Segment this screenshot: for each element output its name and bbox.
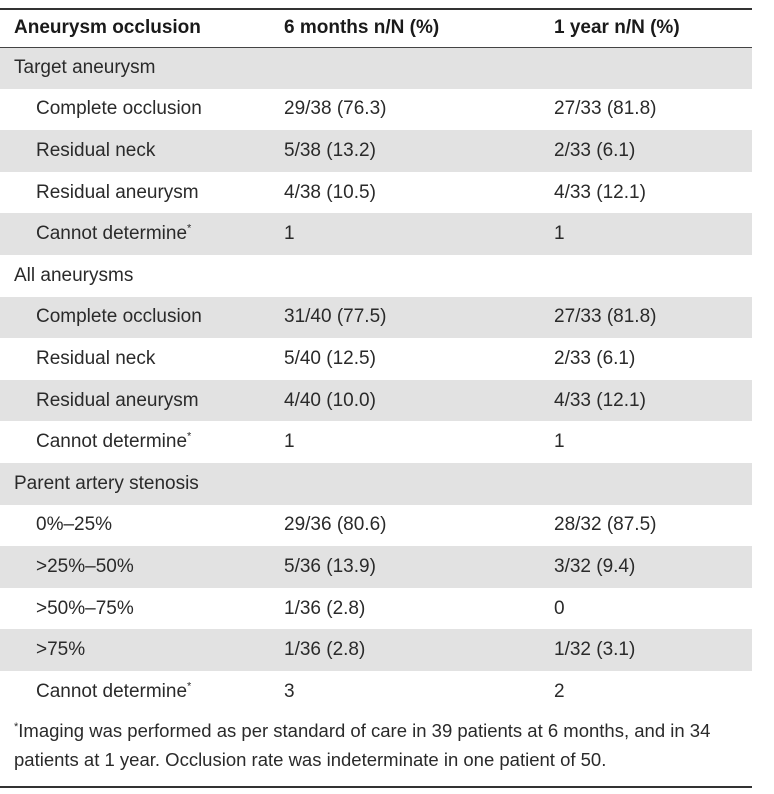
table-row: Cannot determine* 3 2 [0, 671, 752, 713]
section-row: Target aneurysm [0, 47, 752, 89]
table-row: >50%–75% 1/36 (2.8) 0 [0, 588, 752, 630]
value-1-year: 2 [554, 680, 565, 702]
row-label-cell: Complete occlusion [0, 89, 284, 131]
row-label-cell: >75% [0, 629, 284, 671]
table-row: Residual aneurysm 4/40 (10.0) 4/33 (12.1) [0, 379, 752, 422]
table-row: >25%–50% 5/36 (13.9) 3/32 (9.4) [0, 546, 752, 588]
value-6-months: 31/40 (77.5) [284, 296, 554, 339]
row-label-cell: Residual neck [0, 130, 284, 172]
header-6-months: 6 months n/N (%) [284, 17, 440, 38]
section-label: Parent artery stenosis [0, 462, 284, 505]
empty-cell [554, 47, 752, 89]
empty-cell [554, 462, 752, 505]
value-6-months: 1/36 (2.8) [284, 629, 554, 671]
row-label: Complete occlusion [36, 306, 202, 328]
row-label-cell: Residual aneurysm [0, 172, 284, 214]
row-label: Complete occlusion [36, 98, 202, 120]
row-label-cell: >50%–75% [0, 588, 284, 630]
footnote-ref: * [187, 680, 192, 693]
table-row: Cannot determine* 1 1 [0, 421, 752, 463]
row-label-cell: Cannot determine* [0, 671, 284, 713]
row-label-cell: Cannot determine* [0, 213, 284, 255]
row-label: Cannot determine [36, 431, 188, 453]
value-6-months: 29/36 (80.6) [284, 514, 387, 536]
header-rule [0, 47, 752, 48]
value-6-months: 5/38 (13.2) [284, 130, 554, 172]
section-row: Parent artery stenosis [0, 462, 752, 505]
top-rule [0, 8, 752, 10]
value-6-months: 4/40 (10.0) [284, 379, 554, 422]
value-1-year: 2/33 (6.1) [554, 347, 636, 369]
footnote-ref: * [187, 222, 192, 235]
empty-cell [554, 255, 752, 297]
occlusion-table: Aneurysm occlusion 6 months n/N (%) 1 ye… [0, 9, 752, 713]
row-label: >25%–50% [36, 555, 134, 577]
value-1-year: 2/33 (6.1) [554, 130, 752, 172]
row-label-cell: 0%–25% [0, 505, 284, 547]
row-label: Cannot determine [36, 680, 188, 702]
value-1-year: 28/32 (87.5) [554, 514, 657, 536]
value-6-months: 5/40 (12.5) [284, 347, 376, 369]
table-row: Residual aneurysm 4/38 (10.5) 4/33 (12.1) [0, 172, 752, 214]
header-aneurysm-occlusion: Aneurysm occlusion [14, 17, 201, 38]
row-label: Residual aneurysm [36, 181, 199, 203]
row-label: Cannot determine [36, 223, 188, 245]
row-label: Residual neck [36, 139, 156, 161]
section-row: All aneurysms [0, 255, 752, 297]
value-6-months: 1/36 (2.8) [284, 597, 366, 619]
footnote-ref: * [187, 430, 192, 443]
value-1-year: 27/33 (81.8) [554, 98, 657, 120]
value-6-months: 3 [284, 680, 295, 702]
row-label: Residual aneurysm [36, 389, 199, 411]
table-row: Residual neck 5/38 (13.2) 2/33 (6.1) [0, 130, 752, 172]
bottom-rule [0, 786, 752, 788]
value-6-months: 5/36 (13.9) [284, 546, 554, 588]
footnote-marker: * [14, 720, 19, 733]
footnote-text: Imaging was performed as per standard of… [14, 720, 711, 770]
footnote: *Imaging was performed as per standard o… [0, 716, 752, 774]
value-1-year: 4/33 (12.1) [554, 181, 646, 203]
value-1-year: 0 [554, 597, 565, 619]
header-1-year: 1 year n/N (%) [554, 17, 680, 38]
table-row: 0%–25% 29/36 (80.6) 28/32 (87.5) [0, 505, 752, 547]
row-label-cell: Residual neck [0, 338, 284, 380]
value-1-year: 1 [554, 213, 752, 255]
table-row: >75% 1/36 (2.8) 1/32 (3.1) [0, 629, 752, 671]
value-6-months: 4/38 (10.5) [284, 181, 376, 203]
table-row: Complete occlusion 31/40 (77.5) 27/33 (81.… [0, 296, 752, 339]
row-label: >75% [36, 639, 86, 661]
empty-cell [284, 462, 554, 505]
table-row: Cannot determine* 1 1 [0, 213, 752, 255]
row-label-cell: >25%–50% [0, 546, 284, 588]
value-1-year: 3/32 (9.4) [554, 546, 752, 588]
table-row: Complete occlusion 29/38 (76.3) 27/33 (81.… [0, 89, 752, 131]
row-label-cell: Cannot determine* [0, 421, 284, 463]
value-6-months: 1 [284, 213, 554, 255]
row-label: Residual neck [36, 347, 156, 369]
table-row: Residual neck 5/40 (12.5) 2/33 (6.1) [0, 338, 752, 380]
value-1-year: 1/32 (3.1) [554, 629, 752, 671]
row-label-cell: Residual aneurysm [0, 379, 284, 422]
value-6-months: 29/38 (76.3) [284, 98, 387, 120]
row-label-cell: Complete occlusion [0, 296, 284, 339]
row-label: >50%–75% [36, 597, 134, 619]
value-6-months: 1 [284, 431, 295, 453]
section-label: All aneurysms [14, 264, 134, 286]
value-1-year: 4/33 (12.1) [554, 379, 752, 422]
value-1-year: 1 [554, 431, 565, 453]
header-row: Aneurysm occlusion 6 months n/N (%) 1 ye… [0, 9, 752, 47]
table-body: Target aneurysm Complete occlusion 29/38 (… [0, 47, 752, 713]
empty-cell [284, 47, 554, 89]
row-label: 0%–25% [36, 514, 113, 536]
value-1-year: 27/33 (81.8) [554, 296, 752, 339]
section-label: Target aneurysm [0, 47, 284, 89]
empty-cell [284, 255, 554, 297]
